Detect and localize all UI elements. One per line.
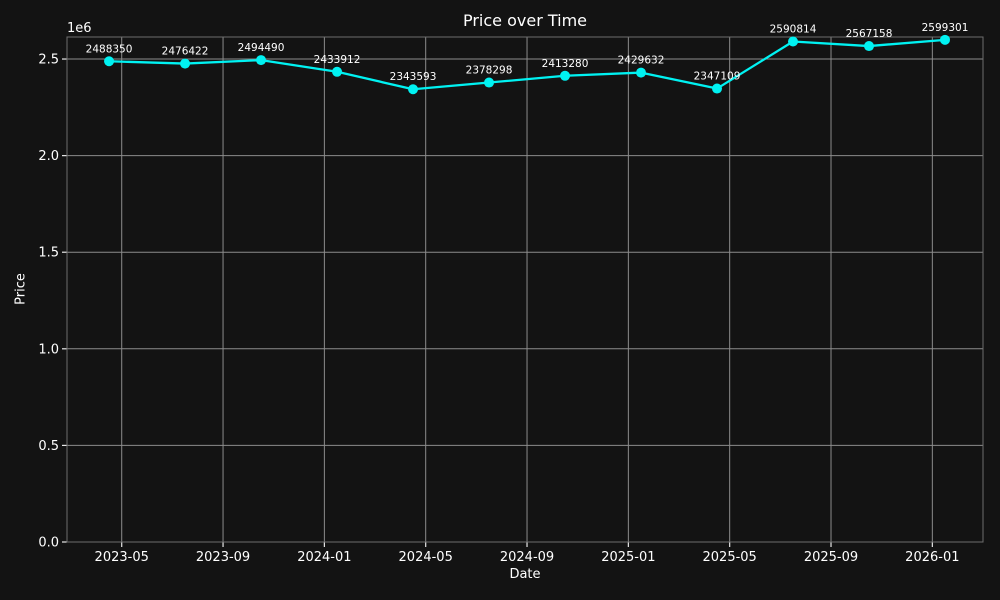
data-point-label: 2494490 xyxy=(238,42,285,54)
y-tick-label: 2.5 xyxy=(38,53,59,68)
x-tick-label: 2024-01 xyxy=(297,550,351,565)
x-axis-label: Date xyxy=(509,567,541,582)
data-point-marker xyxy=(864,41,875,52)
x-tick-label: 2024-05 xyxy=(399,550,453,565)
data-point-label: 2476422 xyxy=(162,46,209,58)
y-tick-label: 1.0 xyxy=(38,342,59,357)
data-point-label: 2590814 xyxy=(770,23,817,35)
y-tick-label: 0.0 xyxy=(38,536,59,551)
y-tick-label: 2.0 xyxy=(38,149,59,164)
y-axis-offset-label: 1e6 xyxy=(67,21,92,36)
price-line xyxy=(107,38,947,91)
data-point-marker xyxy=(484,77,495,88)
y-tick-label: 0.5 xyxy=(38,439,59,454)
y-tick-label: 1.5 xyxy=(38,246,59,261)
data-point-marker xyxy=(788,36,799,47)
data-point-label: 2343593 xyxy=(390,71,437,83)
data-point-label: 2413280 xyxy=(542,58,589,70)
x-tick-label: 2025-01 xyxy=(601,550,655,565)
x-tick-label: 2023-09 xyxy=(196,550,250,565)
data-point-marker xyxy=(940,34,951,45)
data-point-marker xyxy=(180,58,191,69)
data-point-label: 2433912 xyxy=(314,54,361,66)
data-point-label: 2567158 xyxy=(846,28,893,40)
data-point-marker xyxy=(636,67,647,78)
data-point-label: 2378298 xyxy=(466,65,513,77)
data-point-label: 2347109 xyxy=(694,71,741,83)
data-point-marker xyxy=(560,70,571,81)
x-tick-label: 2025-05 xyxy=(703,550,757,565)
data-point-marker xyxy=(104,56,115,67)
data-point-marker xyxy=(408,84,419,95)
y-axis-label: Price xyxy=(13,273,29,305)
x-tick-label: 2026-01 xyxy=(905,550,959,565)
data-point-marker xyxy=(256,55,267,66)
data-point-label: 2488350 xyxy=(86,43,133,55)
data-point-label: 2429632 xyxy=(618,55,665,67)
chart-title: Price over Time xyxy=(462,11,588,30)
data-point-marker xyxy=(712,83,723,94)
x-tick-label: 2023-05 xyxy=(95,550,149,565)
x-tick-label: 2024-09 xyxy=(500,550,554,565)
axes-spines xyxy=(66,36,984,543)
data-point-label: 2599301 xyxy=(922,22,969,34)
x-tick-label: 2025-09 xyxy=(804,550,858,565)
data-point-marker xyxy=(332,66,343,77)
